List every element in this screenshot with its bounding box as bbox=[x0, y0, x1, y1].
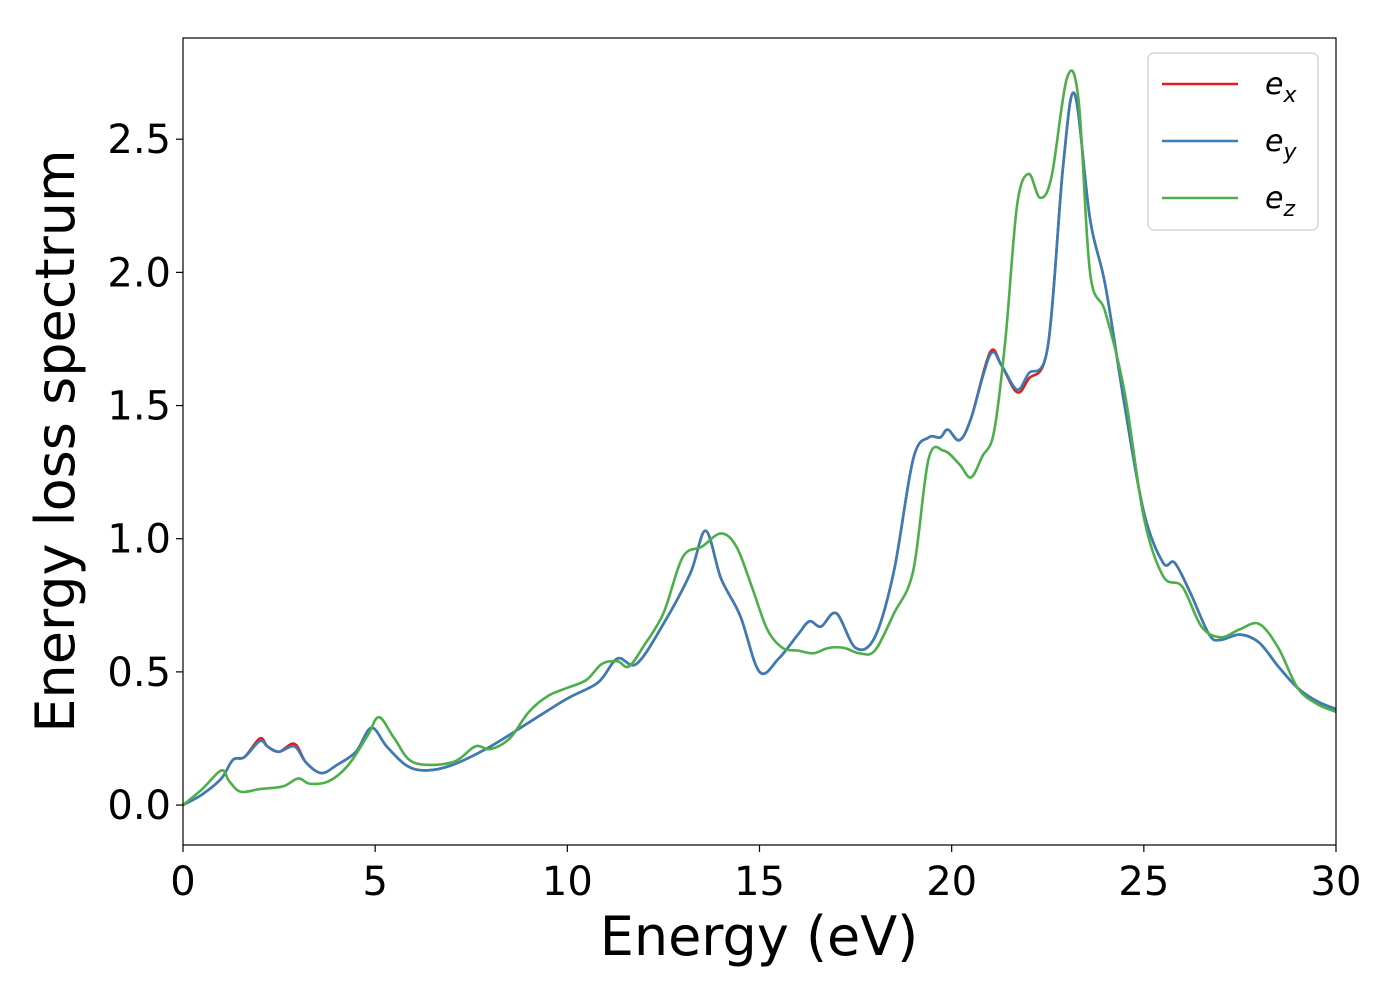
legend-label-subscript: x bbox=[1282, 83, 1297, 108]
x-tick-label: 10 bbox=[542, 859, 593, 905]
legend-label-base: e bbox=[1265, 67, 1283, 102]
legend-label-subscript: z bbox=[1282, 197, 1295, 222]
y-tick-label: 2.5 bbox=[107, 117, 171, 163]
y-tick-label: 1.5 bbox=[107, 384, 171, 430]
y-axis-title: Energy loss spectrum bbox=[24, 149, 87, 732]
legend-label-subscript: y bbox=[1282, 140, 1297, 165]
x-tick-label: 15 bbox=[734, 859, 785, 905]
y-tick-label: 0.5 bbox=[107, 650, 171, 696]
legend-label-base: e bbox=[1265, 124, 1283, 159]
legend-label-ey: ey bbox=[1265, 124, 1297, 165]
x-axis-title: Energy (eV) bbox=[600, 905, 919, 968]
legend-label-base: e bbox=[1265, 181, 1283, 216]
x-tick-label: 30 bbox=[1311, 859, 1362, 905]
y-axis: 0.0 0.5 1.0 1.5 2.0 2.5 bbox=[107, 117, 183, 829]
series-line-ez bbox=[183, 69, 1336, 807]
y-tick-label: 0.0 bbox=[107, 783, 171, 829]
series-layer bbox=[183, 69, 1336, 807]
legend-label-ex: ex bbox=[1265, 67, 1297, 108]
x-tick-label: 20 bbox=[926, 859, 977, 905]
x-tick-label: 0 bbox=[170, 859, 195, 905]
legend-label-ez: ez bbox=[1265, 181, 1295, 222]
y-tick-label: 1.0 bbox=[107, 517, 171, 563]
y-tick-label: 2.0 bbox=[107, 250, 171, 296]
x-axis: 0 5 10 15 20 25 30 bbox=[170, 845, 1361, 905]
x-tick-label: 25 bbox=[1118, 859, 1169, 905]
x-tick-label: 5 bbox=[362, 859, 387, 905]
